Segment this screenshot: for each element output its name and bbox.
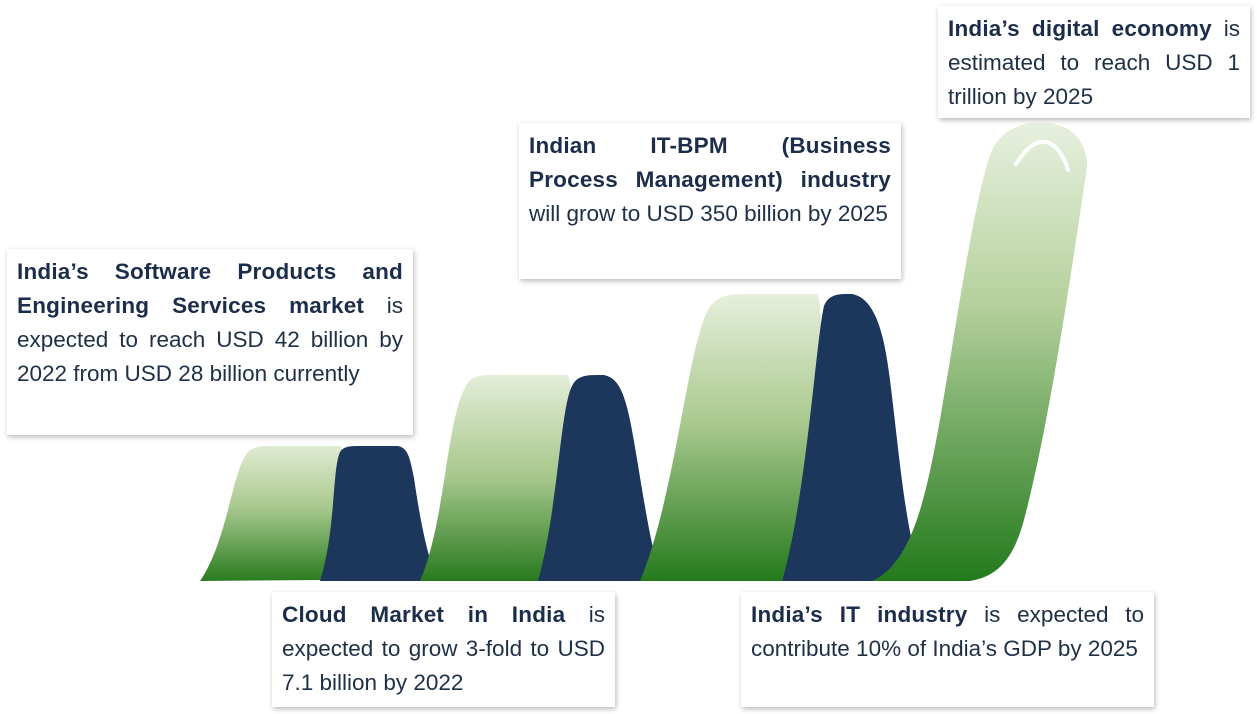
callout-it-industry-heading: India’s IT industry bbox=[751, 602, 968, 627]
callout-it-bpm: Indian IT-BPM (Business Process Manageme… bbox=[519, 123, 901, 279]
ribbon-navy-segment-2 bbox=[538, 375, 662, 581]
ribbon-green-arrow bbox=[872, 122, 1088, 582]
callout-itbpm-text: will grow to USD 350 billion by 2025 bbox=[529, 201, 888, 226]
ribbon-arrow-highlight bbox=[1014, 139, 1070, 172]
callout-it-industry-text: is expected to contribute 10% of India’s… bbox=[751, 602, 1144, 661]
ribbon-navy-segment-3 bbox=[782, 294, 924, 581]
callout-itbpm-heading: Indian IT-BPM (Business Process Manageme… bbox=[529, 133, 891, 192]
callout-cloud-text: is expected to grow 3-fold to USD 7.1 bi… bbox=[282, 602, 606, 695]
ribbon-navy-segment-1 bbox=[320, 446, 438, 581]
callout-cloud-heading: Cloud Market in India bbox=[282, 602, 566, 627]
callout-software-products: India’s Software Products and Engineerin… bbox=[7, 249, 413, 435]
callout-it-industry: India’s IT industry is expected to contr… bbox=[741, 592, 1154, 707]
ribbon-green-segment-1 bbox=[200, 446, 351, 581]
ribbon-green-segment-2 bbox=[420, 375, 573, 581]
callout-digital-heading: India’s digital economy bbox=[948, 16, 1212, 41]
callout-software-text: is expected to reach USD 42 billion by 2… bbox=[17, 293, 403, 386]
callout-cloud-market: Cloud Market in India is expected to gro… bbox=[272, 592, 615, 707]
ribbon-green-segment-3 bbox=[640, 294, 822, 581]
callout-digital-economy: India’s digital economy is estimated to … bbox=[938, 6, 1250, 118]
callout-digital-text: is estimated to reach USD 1 trillion by … bbox=[948, 16, 1241, 109]
callout-software-heading: India’s Software Products and Engineerin… bbox=[17, 259, 403, 318]
